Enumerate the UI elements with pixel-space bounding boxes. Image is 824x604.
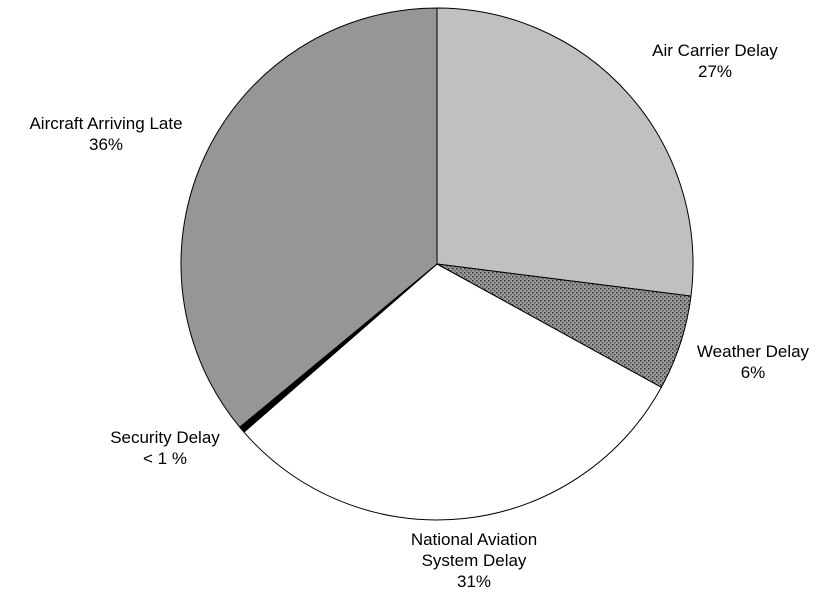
label-line: National Aviation — [411, 530, 537, 549]
label-weather-delay: Weather Delay 6% — [697, 342, 810, 382]
label-line: Security Delay — [110, 428, 220, 447]
label-line: 31% — [457, 572, 491, 591]
slice-aircraft-arriving-late — [180, 7, 438, 428]
label-line: 6% — [741, 363, 766, 382]
label-national-aviation-system-delay: National Aviation System Delay 31% — [411, 530, 537, 591]
pie-labels: Air Carrier Delay 27% Weather Delay 6% Natio… — [29, 41, 809, 591]
label-air-carrier-delay: Air Carrier Delay 27% — [652, 41, 778, 81]
pie-slices — [180, 7, 694, 521]
label-line: < 1 % — [143, 449, 187, 468]
slice-air-carrier-delay — [436, 7, 694, 297]
label-aircraft-arriving-late: Aircraft Arriving Late 36% — [29, 114, 182, 154]
label-line: Air Carrier Delay — [652, 41, 778, 60]
label-security-delay: Security Delay < 1 % — [110, 428, 220, 468]
label-line: Weather Delay — [697, 342, 810, 361]
label-line: Aircraft Arriving Late — [29, 114, 182, 133]
label-line: System Delay — [422, 551, 527, 570]
label-line: 36% — [89, 135, 123, 154]
slice-national-aviation-system-delay — [243, 263, 662, 521]
label-line: 27% — [698, 62, 732, 81]
